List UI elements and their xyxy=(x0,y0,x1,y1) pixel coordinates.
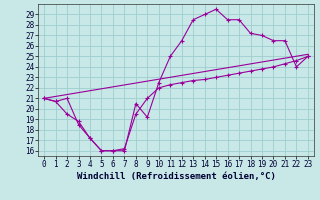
X-axis label: Windchill (Refroidissement éolien,°C): Windchill (Refroidissement éolien,°C) xyxy=(76,172,276,181)
